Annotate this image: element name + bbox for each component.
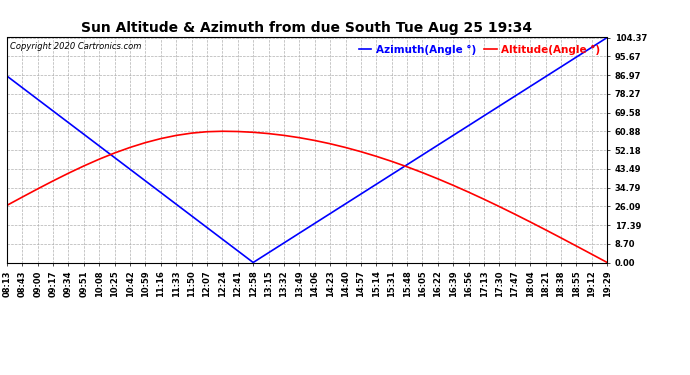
Title: Sun Altitude & Azimuth from due South Tue Aug 25 19:34: Sun Altitude & Azimuth from due South Tu… (81, 21, 533, 35)
Text: Copyright 2020 Cartronics.com: Copyright 2020 Cartronics.com (10, 42, 141, 51)
Legend: Azimuth(Angle °), Altitude(Angle °): Azimuth(Angle °), Altitude(Angle °) (357, 43, 602, 57)
